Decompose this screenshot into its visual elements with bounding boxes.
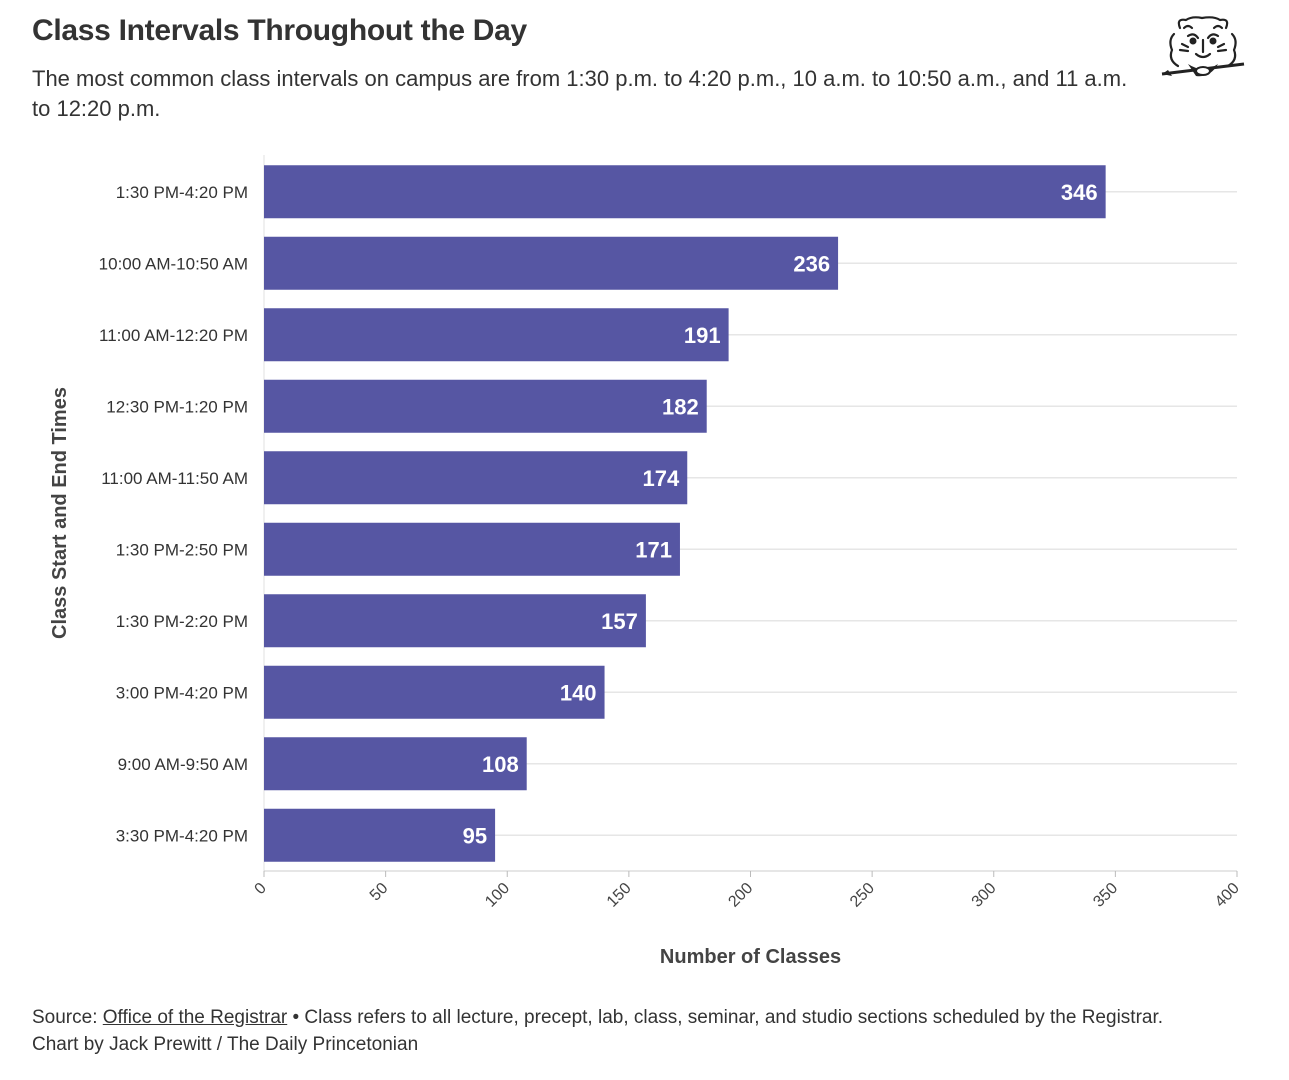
- y-tick-label: 1:30 PM-2:20 PM: [116, 612, 248, 631]
- x-tick-label: 400: [1212, 880, 1243, 911]
- bar-value-label: 346: [1061, 180, 1098, 205]
- bar-value-label: 157: [601, 609, 638, 634]
- y-tick-label: 12:30 PM-1:20 PM: [106, 397, 248, 416]
- bar: [264, 165, 1106, 219]
- source-prefix: Source:: [32, 1007, 103, 1028]
- bar: [264, 522, 680, 576]
- x-tick-label: 350: [1090, 880, 1121, 911]
- y-tick-label: 3:30 PM-4:20 PM: [116, 826, 248, 845]
- x-tick-label: 200: [725, 880, 756, 911]
- source-line: Source: Office of the Registrar • Class …: [32, 1004, 1163, 1031]
- bar-chart: 346 1:30 PM-4:20 PM 236 10:00 AM-10:50 AM 19…: [49, 155, 1243, 968]
- x-tick-label: 0: [252, 880, 270, 898]
- chart-credit: Chart by Jack Prewitt / The Daily Prince…: [32, 1034, 419, 1055]
- chart-footer: Source: Office of the Registrar • Class …: [32, 1004, 1163, 1058]
- x-tick-label: 100: [482, 880, 513, 911]
- bar: [264, 236, 839, 290]
- bar: [264, 379, 707, 433]
- source-note: • Class refers to all lecture, precept, …: [287, 1007, 1164, 1028]
- x-tick-label: 300: [969, 880, 1000, 911]
- bar-value-label: 108: [482, 752, 519, 777]
- y-tick-label: 11:00 AM-11:50 AM: [101, 469, 248, 488]
- bar: [264, 594, 646, 648]
- bar: [264, 808, 496, 862]
- bar-value-label: 171: [635, 537, 672, 562]
- source-link[interactable]: Office of the Registrar: [102, 1007, 288, 1028]
- bar-value-label: 174: [643, 466, 680, 491]
- x-tick-label: 150: [604, 880, 635, 911]
- y-tick-label: 9:00 AM-9:50 AM: [118, 755, 248, 774]
- bar-value-label: 95: [463, 823, 487, 848]
- y-axis-title: Class Start and End Times: [49, 387, 71, 639]
- x-axis-title: Number of Classes: [660, 946, 841, 968]
- chart-subtitle: The most common class intervals on campu…: [32, 66, 1128, 121]
- bar-value-label: 191: [684, 323, 721, 348]
- tiger-head-logo-icon: [1161, 16, 1245, 77]
- chart-title: Class Intervals Throughout the Day: [32, 14, 527, 47]
- x-tick-label: 250: [847, 880, 878, 911]
- y-tick-label: 1:30 PM-4:20 PM: [116, 183, 248, 202]
- bar-value-label: 140: [560, 680, 597, 705]
- y-tick-label: 11:00 AM-12:20 PM: [99, 326, 248, 345]
- y-tick-label: 10:00 AM-10:50 AM: [99, 254, 248, 273]
- bar: [264, 737, 527, 791]
- y-tick-label: 3:00 PM-4:20 PM: [116, 683, 248, 702]
- bar: [264, 308, 729, 362]
- bar-value-label: 182: [662, 394, 699, 419]
- y-tick-label: 1:30 PM-2:50 PM: [116, 540, 248, 559]
- x-tick-label: 50: [367, 880, 392, 905]
- bar: [264, 451, 688, 505]
- bar-value-label: 236: [793, 251, 830, 276]
- bar: [264, 665, 605, 719]
